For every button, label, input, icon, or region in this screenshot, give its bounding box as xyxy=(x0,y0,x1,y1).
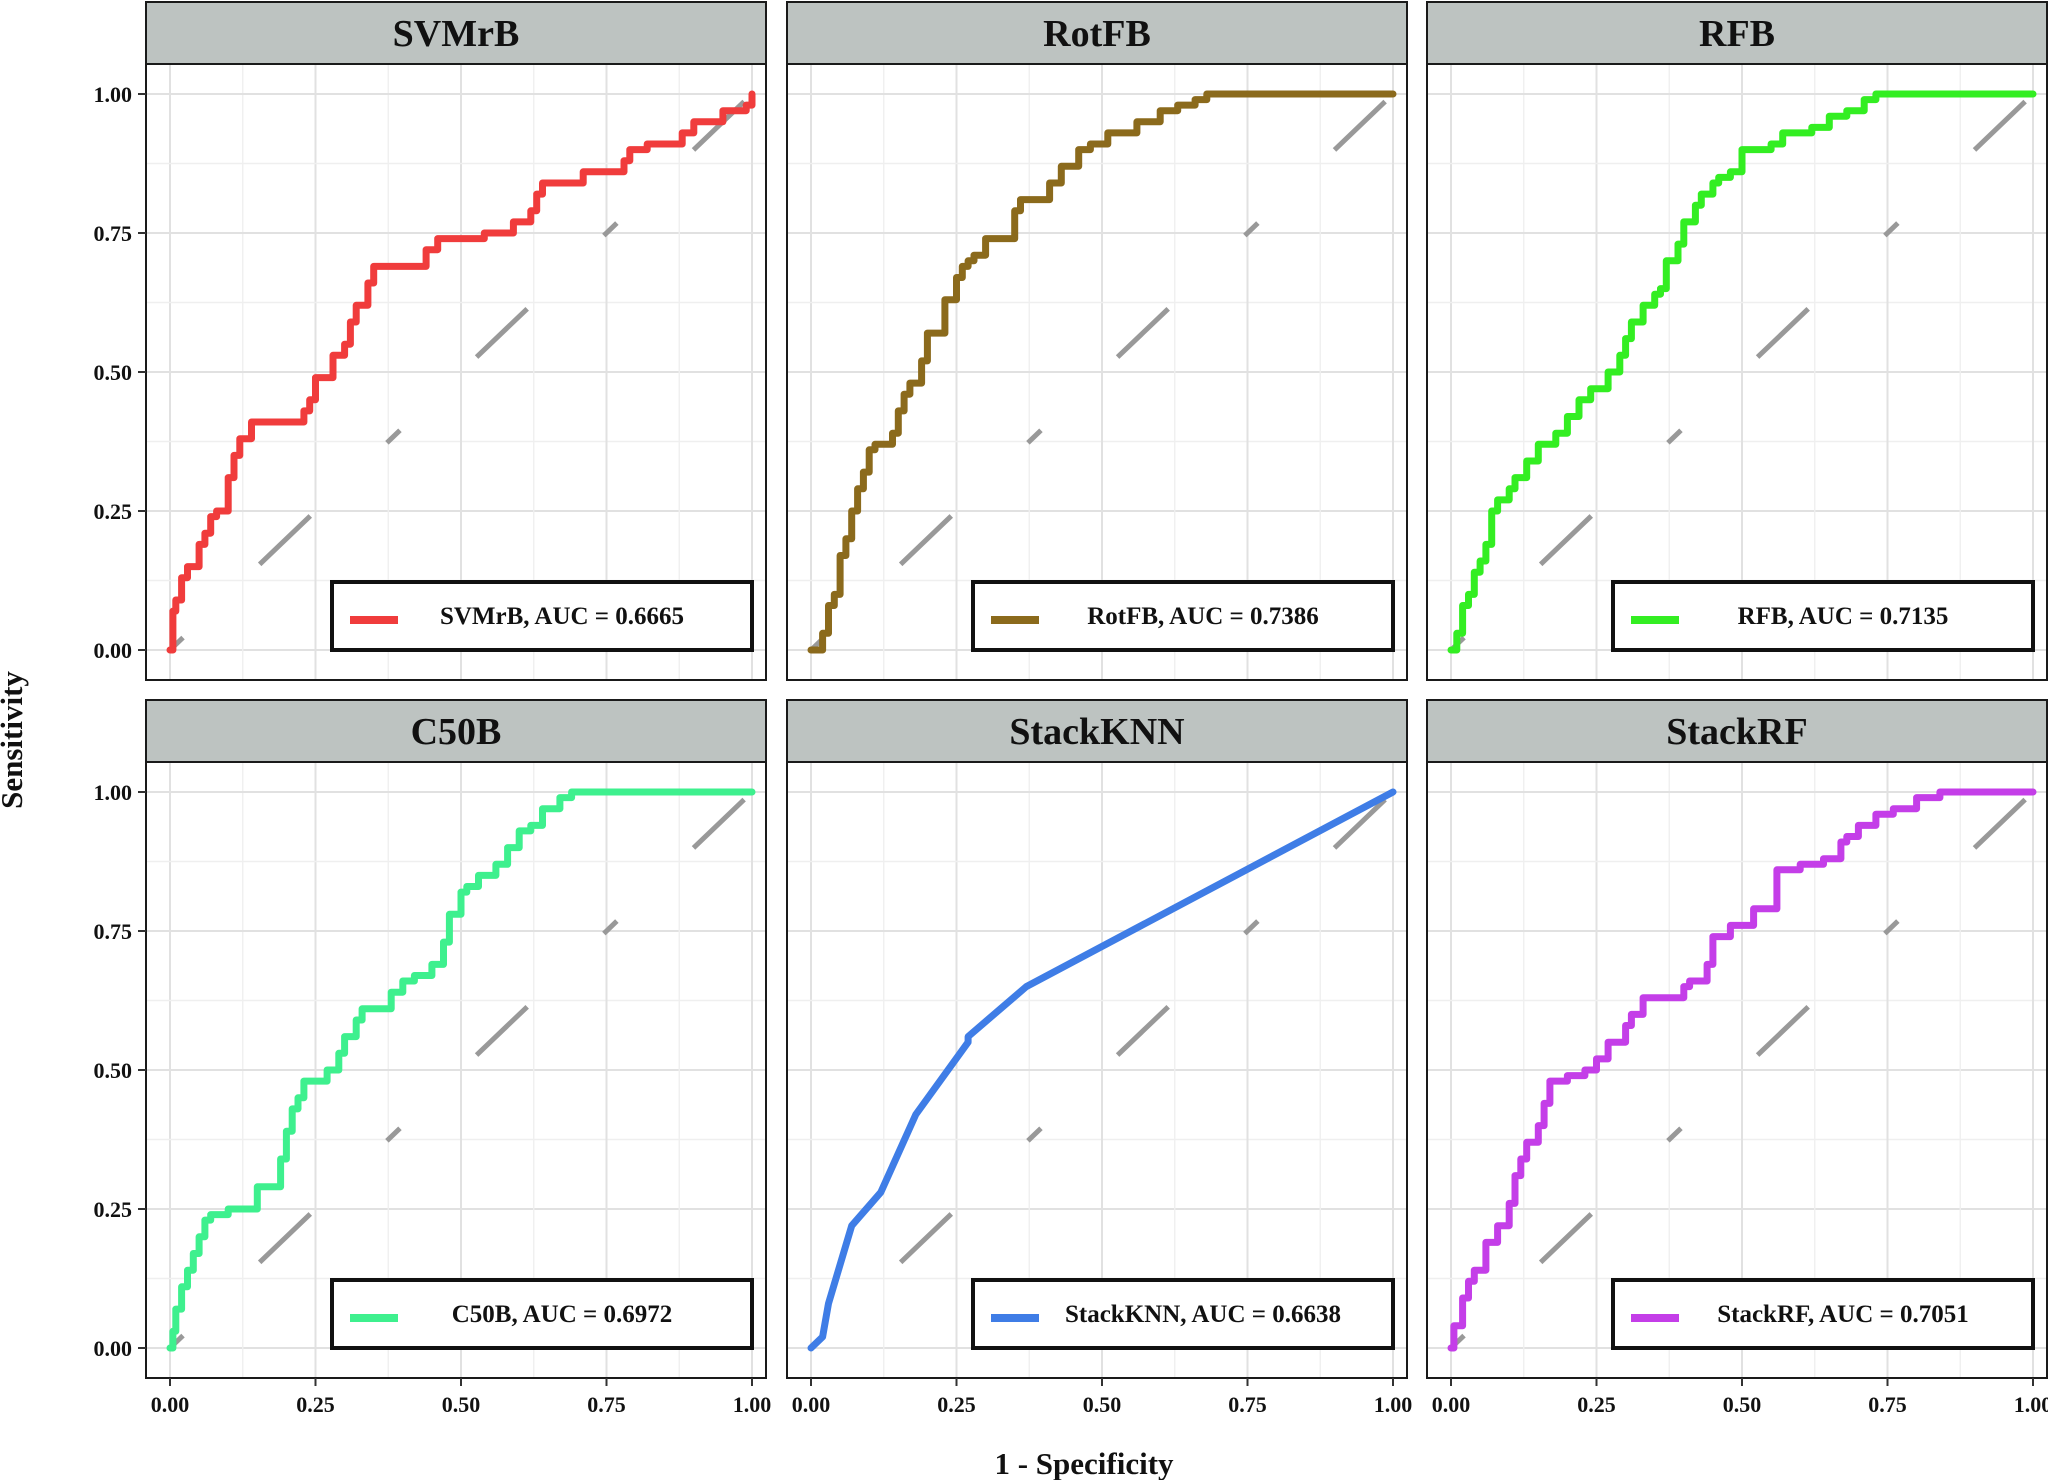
roc-curve-svmrb xyxy=(166,90,756,654)
legend: RotFB, AUC = 0.7386 xyxy=(971,580,1395,652)
reference-diagonal xyxy=(168,92,754,652)
legend-box xyxy=(330,1278,754,1350)
x-tick-label: 0.25 xyxy=(937,1392,976,1417)
legend-label: StackKNN, AUC = 0.6638 xyxy=(1065,1301,1341,1328)
panel-title: RFB xyxy=(1699,13,1775,55)
legend-box xyxy=(1611,580,2035,652)
x-tick-label: 0.00 xyxy=(1432,1392,1471,1417)
legend: RFB, AUC = 0.7135 xyxy=(1611,580,2035,652)
legend-box xyxy=(971,1278,1395,1350)
panel-strip xyxy=(786,1,1408,65)
panel-title: StackKNN xyxy=(1009,711,1184,753)
roc-curve-rotfb xyxy=(807,90,1397,654)
panel-strip xyxy=(1426,1,2048,65)
y-tick-label: 1.00 xyxy=(94,82,133,107)
x-tick-label: 0.75 xyxy=(1868,1392,1907,1417)
y-tick-label: 0.75 xyxy=(94,221,133,246)
panel-title: RotFB xyxy=(1043,13,1151,55)
reference-diagonal xyxy=(1449,92,2035,652)
x-tick-label: 0.50 xyxy=(1083,1392,1122,1417)
panel-title: StackRF xyxy=(1666,711,1807,753)
panel-title: SVMrB xyxy=(393,13,520,55)
y-tick-label: 0.25 xyxy=(94,499,133,524)
y-tick-label: 0.50 xyxy=(94,1058,133,1083)
reference-diagonal xyxy=(809,790,1395,1350)
legend: C50B, AUC = 0.6972 xyxy=(330,1278,754,1350)
gridlines xyxy=(788,65,1406,679)
reference-diagonal xyxy=(168,790,754,1350)
legend-box xyxy=(1611,1278,2035,1350)
legend: SVMrB, AUC = 0.6665 xyxy=(330,580,754,652)
y-tick-label: 1.00 xyxy=(94,780,133,805)
panel-rfb: RFB RFB, AUC = 0.7135 xyxy=(1426,1,2048,681)
reference-diagonal xyxy=(1449,790,2035,1350)
x-tick-label: 0.75 xyxy=(587,1392,626,1417)
x-tick-label: 0.00 xyxy=(792,1392,831,1417)
y-tick-label: 0.50 xyxy=(94,360,133,385)
panel-rotfb: RotFB RotFB, AUC = 0.7386 xyxy=(786,1,1408,681)
panel-title: C50B xyxy=(411,711,502,753)
panels-group: SVMrB SVMrB, AUC = 0.6665 0.00 0.25 0.50 0.75… xyxy=(94,1,2048,1417)
legend-label: RFB, AUC = 0.7135 xyxy=(1738,603,1949,630)
panel-stackrf: StackRF StackRF, AUC = 0.7051 0.00 0.25 0.50… xyxy=(1426,699,2048,1417)
panel-strip xyxy=(1426,699,2048,763)
reference-diagonal xyxy=(809,92,1395,652)
x-tick-label: 1.00 xyxy=(2014,1392,2048,1417)
gridlines xyxy=(147,763,765,1377)
legend-label: C50B, AUC = 0.6972 xyxy=(452,1301,673,1328)
y-tick-label: 0.25 xyxy=(94,1197,133,1222)
panel-strip xyxy=(145,699,767,763)
gridlines xyxy=(1428,65,2046,679)
panel-strip xyxy=(786,699,1408,763)
x-tick-label: 1.00 xyxy=(1374,1392,1413,1417)
legend: StackRF, AUC = 0.7051 xyxy=(1611,1278,2035,1350)
y-tick-label: 0.00 xyxy=(94,638,133,663)
roc-curve-c50b xyxy=(166,788,756,1352)
x-axis-title: 1 - Specificity xyxy=(994,1446,1174,1480)
panel-stackknn: StackKNN StackKNN, AUC = 0.6638 0.00 0.25 0.… xyxy=(786,699,1413,1417)
x-tick-label: 0.00 xyxy=(151,1392,190,1417)
legend-label: RotFB, AUC = 0.7386 xyxy=(1087,603,1319,630)
roc-curve-stackknn xyxy=(807,788,1397,1352)
gridlines xyxy=(1428,763,2046,1377)
panel-strip xyxy=(145,1,767,65)
legend-box xyxy=(971,580,1395,652)
panel-c50b: C50B C50B, AUC = 0.6972 0.00 0.25 0.50 0.75 1.… xyxy=(94,699,772,1417)
x-tick-label: 1.00 xyxy=(733,1392,772,1417)
x-tick-label: 0.25 xyxy=(296,1392,335,1417)
legend-label: StackRF, AUC = 0.7051 xyxy=(1717,1301,1969,1328)
legend: StackKNN, AUC = 0.6638 xyxy=(971,1278,1395,1350)
y-tick-label: 0.00 xyxy=(94,1336,133,1361)
panel-svmrb: SVMrB SVMrB, AUC = 0.6665 0.00 0.25 0.50 0.75… xyxy=(94,1,767,681)
x-tick-label: 0.50 xyxy=(1723,1392,1762,1417)
y-axis-title: Sensitivity xyxy=(0,671,29,809)
x-tick-label: 0.25 xyxy=(1577,1392,1616,1417)
y-tick-label: 0.75 xyxy=(94,919,133,944)
roc-curve-stackrf xyxy=(1447,788,2037,1352)
x-tick-label: 0.75 xyxy=(1228,1392,1267,1417)
legend-label: SVMrB, AUC = 0.6665 xyxy=(440,603,684,630)
legend-box xyxy=(330,580,754,652)
x-tick-label: 0.50 xyxy=(442,1392,481,1417)
roc-curve-rfb xyxy=(1447,90,2037,654)
